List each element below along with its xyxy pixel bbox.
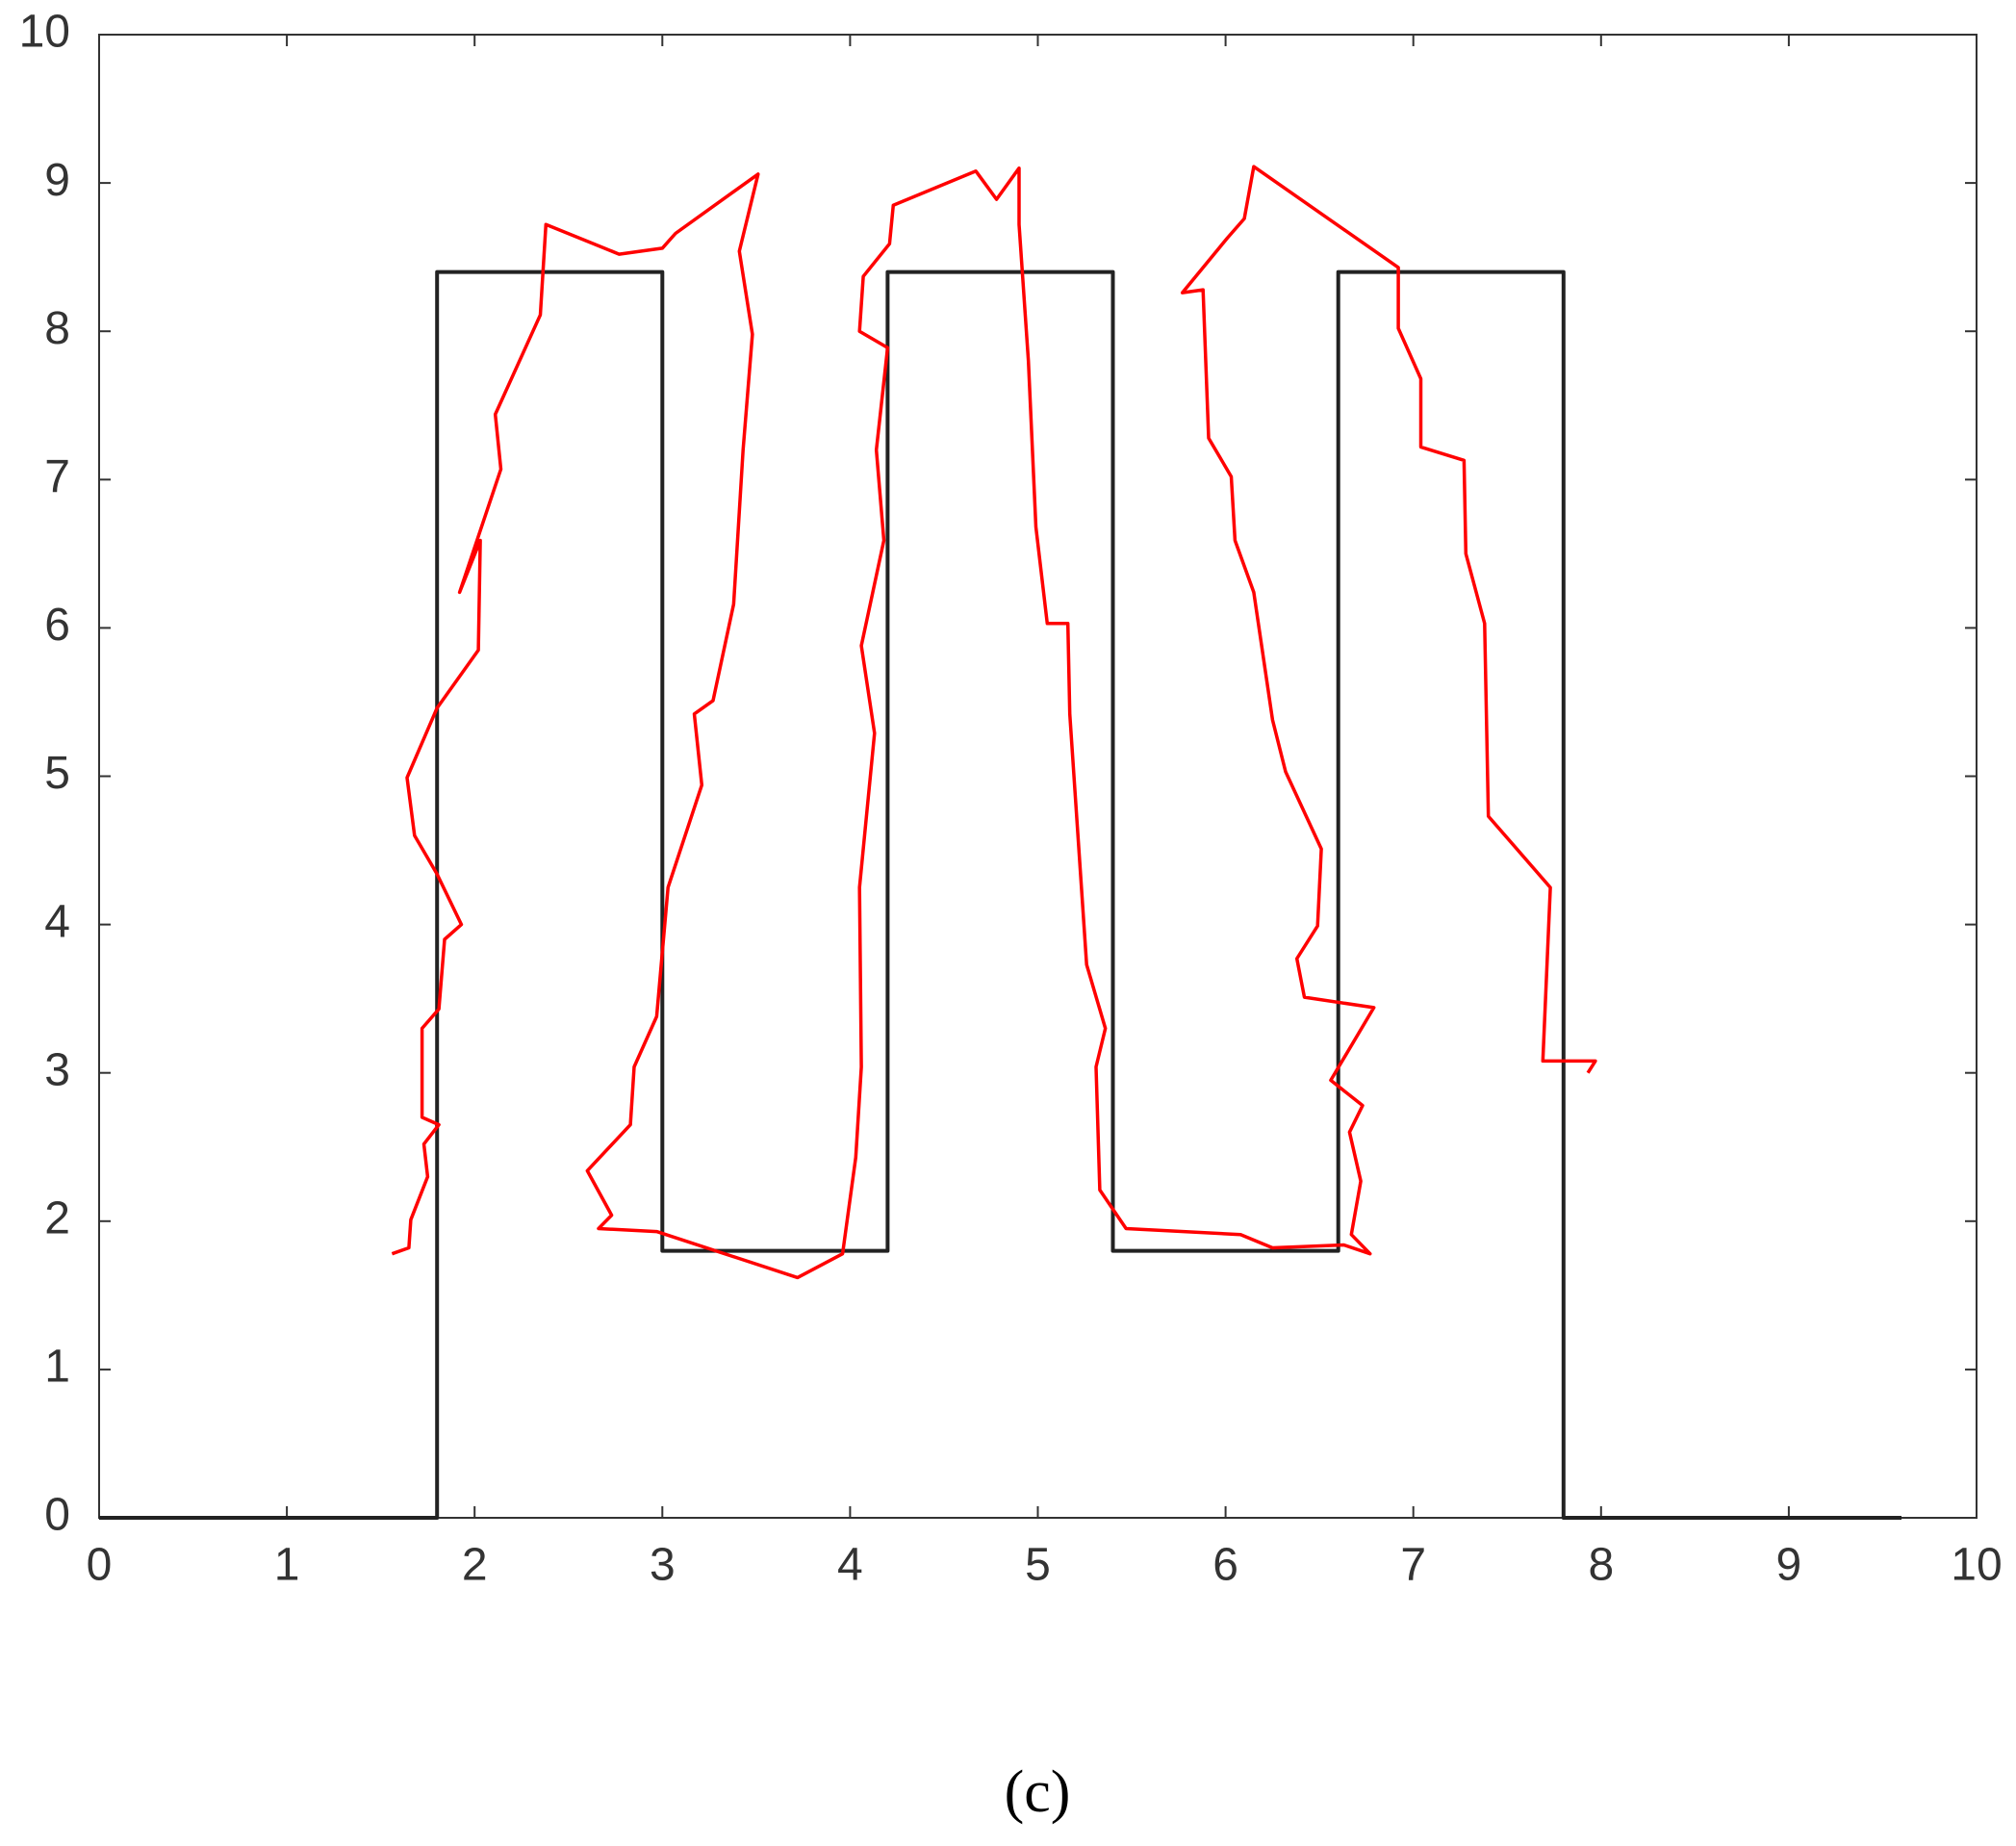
x-tick-label: 2: [462, 1540, 488, 1591]
x-tick-label: 5: [1025, 1540, 1051, 1591]
x-tick-label: 7: [1400, 1540, 1426, 1591]
series-line: [99, 269, 1901, 1520]
x-tick-label: 8: [1588, 1540, 1614, 1591]
series-line: [391, 165, 1597, 1280]
x-tick-label: 6: [1212, 1540, 1238, 1591]
x-tick-label: 1: [274, 1540, 300, 1591]
caption: (c): [1005, 1759, 1071, 1825]
y-tick-label: 8: [44, 303, 70, 354]
y-tick-label: 2: [44, 1192, 70, 1243]
x-tick-label: 9: [1776, 1540, 1802, 1591]
y-tick-label: 7: [44, 451, 70, 502]
y-tick-label: 4: [44, 896, 70, 947]
y-tick-label: 0: [44, 1490, 70, 1541]
x-tick-label: 10: [1951, 1540, 2002, 1591]
y-tick-label: 1: [44, 1342, 70, 1393]
x-tick-label: 3: [650, 1540, 676, 1591]
y-tick-label: 6: [44, 600, 70, 651]
plot-frame: [98, 34, 1978, 1519]
y-tick-label: 3: [44, 1044, 70, 1095]
x-tick-label: 4: [837, 1540, 863, 1591]
y-tick-label: 5: [44, 748, 70, 799]
x-tick-label: 0: [87, 1540, 113, 1591]
y-tick-label: 10: [19, 7, 70, 58]
y-tick-label: 9: [44, 155, 70, 206]
